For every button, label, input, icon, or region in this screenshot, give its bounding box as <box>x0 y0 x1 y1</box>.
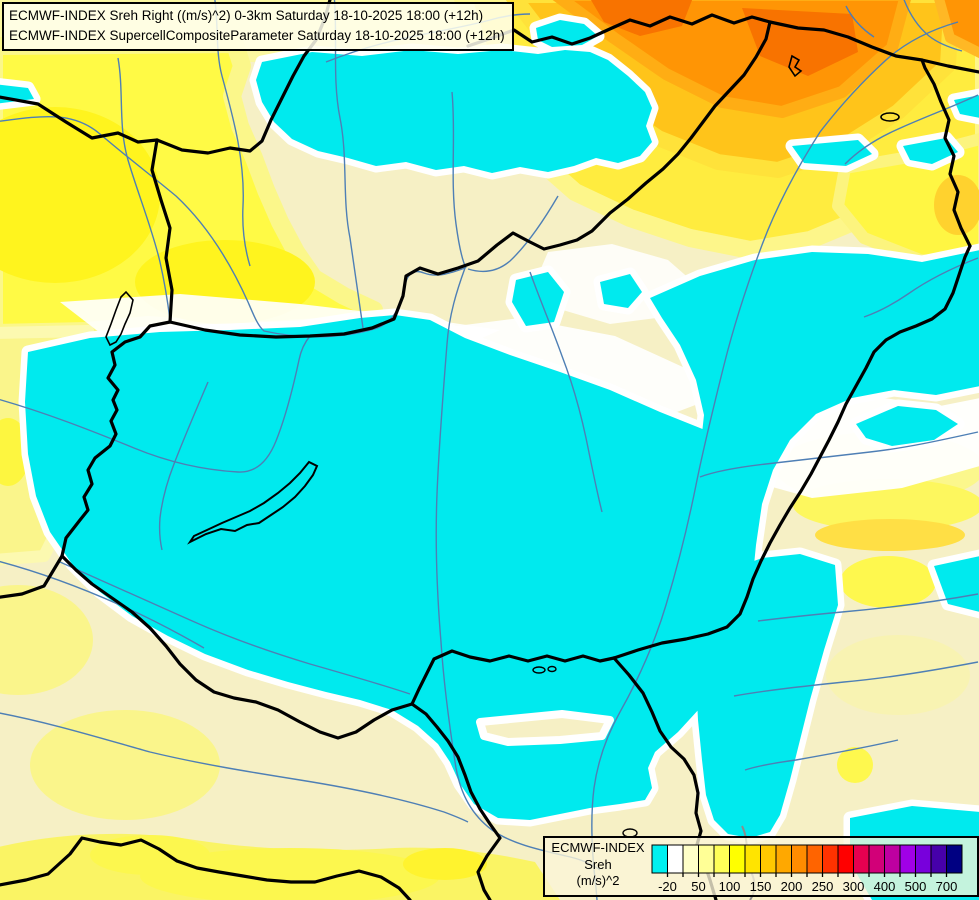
legend-swatch <box>744 844 761 874</box>
border-hu-rs <box>410 649 616 706</box>
legend-tick-label: 250 <box>812 879 834 894</box>
legend-tick-label: 50 <box>691 879 705 894</box>
lake-zemplinska <box>788 54 803 78</box>
legend-tick-label: 150 <box>750 879 772 894</box>
legend-swatch <box>791 844 808 874</box>
legend-swatch <box>682 844 699 874</box>
lake-ne-small <box>880 112 900 122</box>
legend-tick-label: 300 <box>843 879 865 894</box>
legend-box: ECMWF-INDEX Sreh (m/s)^2 -20 50 100 150 200 2… <box>543 836 979 897</box>
river-danube <box>0 115 601 871</box>
lakes-layer <box>105 54 900 838</box>
legend-label-block: ECMWF-INDEX Sreh (m/s)^2 <box>545 840 651 890</box>
legend-swatch <box>946 844 963 874</box>
legend-swatch <box>930 844 947 874</box>
legend-swatch <box>822 844 839 874</box>
border-si-hr <box>0 554 64 599</box>
river-ne-1 <box>903 0 963 52</box>
river-ipoly <box>467 195 559 273</box>
legend-tick-label: 700 <box>936 879 958 894</box>
legend-tick-label: 100 <box>719 879 741 894</box>
legend-tick-label: 200 <box>781 879 803 894</box>
border-cz-at <box>0 95 159 144</box>
legend-swatch <box>806 844 823 874</box>
legend-swatch <box>698 844 715 874</box>
river-zagyva <box>529 271 603 513</box>
legend-swatch <box>899 844 916 874</box>
legend-tick-label: 400 <box>874 879 896 894</box>
legend-swatch <box>760 844 777 874</box>
title-box: ECMWF-INDEX Sreh Right ((m/s)^2) 0-3km S… <box>2 2 514 51</box>
border-sk-pl <box>466 13 772 48</box>
lake-szeged-1 <box>532 666 546 674</box>
river-raba <box>0 335 311 473</box>
border-at-hu <box>60 320 172 558</box>
legend-swatch <box>853 844 870 874</box>
legend-tick-label: -20 <box>658 879 677 894</box>
legend-swatch <box>713 844 730 874</box>
legend-tick-label: 500 <box>905 879 927 894</box>
river-bodrog <box>844 94 979 165</box>
cream-island <box>476 710 614 746</box>
lake-balaton <box>187 460 319 545</box>
lake-neusiedl <box>105 290 134 347</box>
legend-swatch <box>868 844 885 874</box>
river-maros-upper <box>757 593 979 622</box>
river-hron <box>451 91 467 269</box>
legend-product-label: ECMWF-INDEX <box>551 840 645 855</box>
border-at-sk <box>150 138 174 324</box>
river-sava <box>0 712 469 823</box>
river-szamos <box>863 257 979 318</box>
legend-swatch <box>884 844 901 874</box>
lake-szeged-2 <box>547 665 557 673</box>
legend-units-label: (m/s)^2 <box>576 873 620 888</box>
legend-swatch <box>837 844 854 874</box>
river-ne-2 <box>845 5 875 38</box>
border-ro-ua <box>920 58 972 248</box>
border-hu-ro <box>612 244 972 660</box>
river-vah <box>333 0 364 329</box>
border-sk-hu <box>168 20 772 339</box>
river-bega <box>744 739 899 771</box>
legend-swatch <box>667 844 684 874</box>
border-ua-north <box>768 20 979 74</box>
river-maros-lower <box>733 661 979 697</box>
legend-swatch <box>775 844 792 874</box>
river-koros <box>699 431 979 478</box>
river-tisza <box>591 21 959 900</box>
river-drava <box>59 561 411 695</box>
border-hr-ba <box>0 836 412 900</box>
legend-swatch <box>651 844 668 874</box>
river-morava <box>117 57 171 321</box>
legend-parameter-label: Sreh <box>584 856 612 872</box>
legend-swatch <box>729 844 746 874</box>
map-title-line2: ECMWF-INDEX SupercellCompositeParameter … <box>9 28 505 43</box>
border-hu-hr-drava <box>60 554 414 740</box>
border-hr-rs <box>410 702 502 900</box>
map-title-line1: ECMWF-INDEX Sreh Right ((m/s)^2) 0-3km S… <box>9 8 484 23</box>
river-zala <box>158 381 209 551</box>
legend-swatch <box>915 844 932 874</box>
